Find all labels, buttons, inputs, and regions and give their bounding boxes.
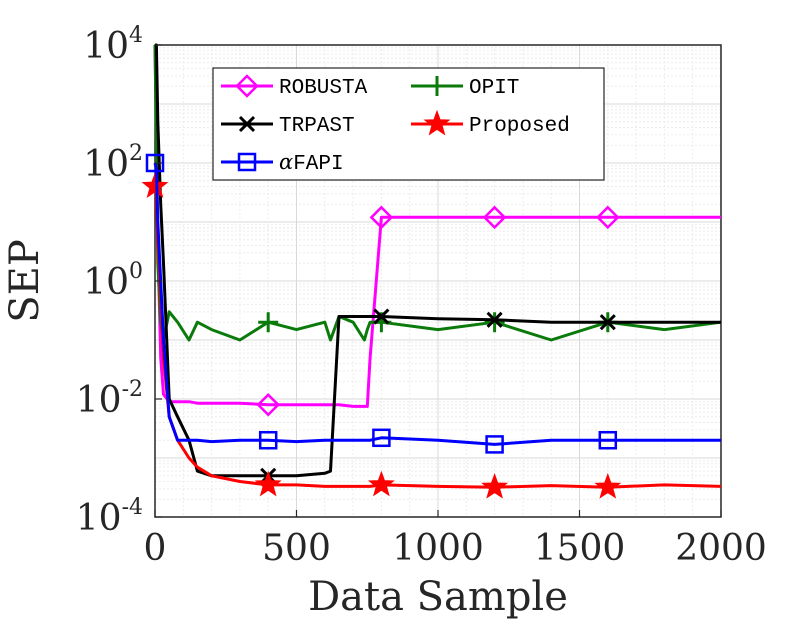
- marker-plus: [484, 312, 505, 333]
- y-axis: 10-4 10-2 100 102 104: [76, 23, 162, 539]
- legend-marker-plus: [427, 76, 447, 96]
- legend-entry-trpast: TRPAST: [221, 115, 355, 138]
- marker-plus: [258, 312, 279, 333]
- legend-entry-proposed: Proposed: [411, 109, 570, 138]
- legend-entry-afapi: αFAPI: [221, 150, 344, 176]
- marker-diamond: [369, 205, 394, 230]
- marker-diamond: [256, 392, 280, 417]
- marker-star: [141, 172, 169, 198]
- marker-star: [367, 470, 395, 497]
- legend-label-trpast: TRPAST: [279, 115, 355, 138]
- marker-star: [594, 472, 622, 499]
- x-axis: 0 500 1000 1500 2000: [144, 510, 767, 569]
- marker-square: [237, 152, 257, 172]
- y-tick-label: 104: [83, 23, 143, 67]
- y-tick-label: 102: [83, 141, 143, 185]
- legend-label-robusta: ROBUSTA: [279, 77, 368, 100]
- x-tick-label: 1500: [534, 528, 626, 569]
- legend-entry-opit: OPIT: [411, 76, 519, 100]
- series-line: [153, 162, 721, 446]
- marker-diamond: [482, 205, 507, 230]
- marker-plus: [427, 76, 447, 96]
- marker-star: [423, 109, 451, 136]
- marker-x: [599, 314, 616, 331]
- series-trpast: [154, 43, 721, 484]
- marker-diamond: [596, 205, 620, 230]
- series-fapi: [145, 153, 721, 454]
- legend-marker-square: [237, 152, 257, 172]
- y-tick-label: 100: [83, 259, 143, 303]
- marker-x: [238, 115, 256, 133]
- legend-marker-x: [238, 115, 256, 133]
- x-axis-label: Data Sample: [308, 574, 568, 620]
- marker-x: [486, 311, 503, 328]
- marker-star: [254, 470, 282, 497]
- legend-alpha-symbol: α: [279, 150, 293, 174]
- y-tick-label: 10-4: [76, 495, 143, 539]
- x-tick-label: 500: [262, 528, 331, 569]
- series-line: [153, 44, 721, 408]
- legend-afapi-rest: FAPI: [293, 153, 343, 176]
- x-tick-label: 0: [144, 528, 167, 569]
- legend-box: [212, 67, 605, 181]
- series-robusta: [153, 44, 721, 417]
- marker-square: [145, 153, 165, 173]
- marker-star: [481, 472, 509, 499]
- legend-entry-robusta: ROBUSTA: [221, 74, 368, 100]
- marker-square: [598, 430, 618, 450]
- legend-label-opit: OPIT: [469, 77, 519, 100]
- series-line: [154, 43, 721, 478]
- marker-square: [258, 430, 278, 450]
- series-layer: [141, 43, 722, 499]
- marker-diamond: [235, 74, 259, 98]
- y-axis-label: SEP: [2, 239, 48, 323]
- legend-marker-diamond: [235, 74, 259, 98]
- marker-x: [373, 308, 390, 325]
- marker-square: [372, 428, 391, 448]
- legend-label-afapi: αFAPI: [279, 150, 344, 176]
- legend: ROBUSTA OPIT TRPAST Proposed αFAPI: [212, 67, 605, 181]
- marker-square: [485, 435, 504, 454]
- y-tick-label: 10-2: [76, 377, 143, 421]
- x-tick-label: 2000: [675, 528, 767, 569]
- legend-label-proposed: Proposed: [469, 115, 570, 138]
- legend-marker-star: [423, 109, 451, 136]
- x-tick-label: 1000: [392, 528, 484, 569]
